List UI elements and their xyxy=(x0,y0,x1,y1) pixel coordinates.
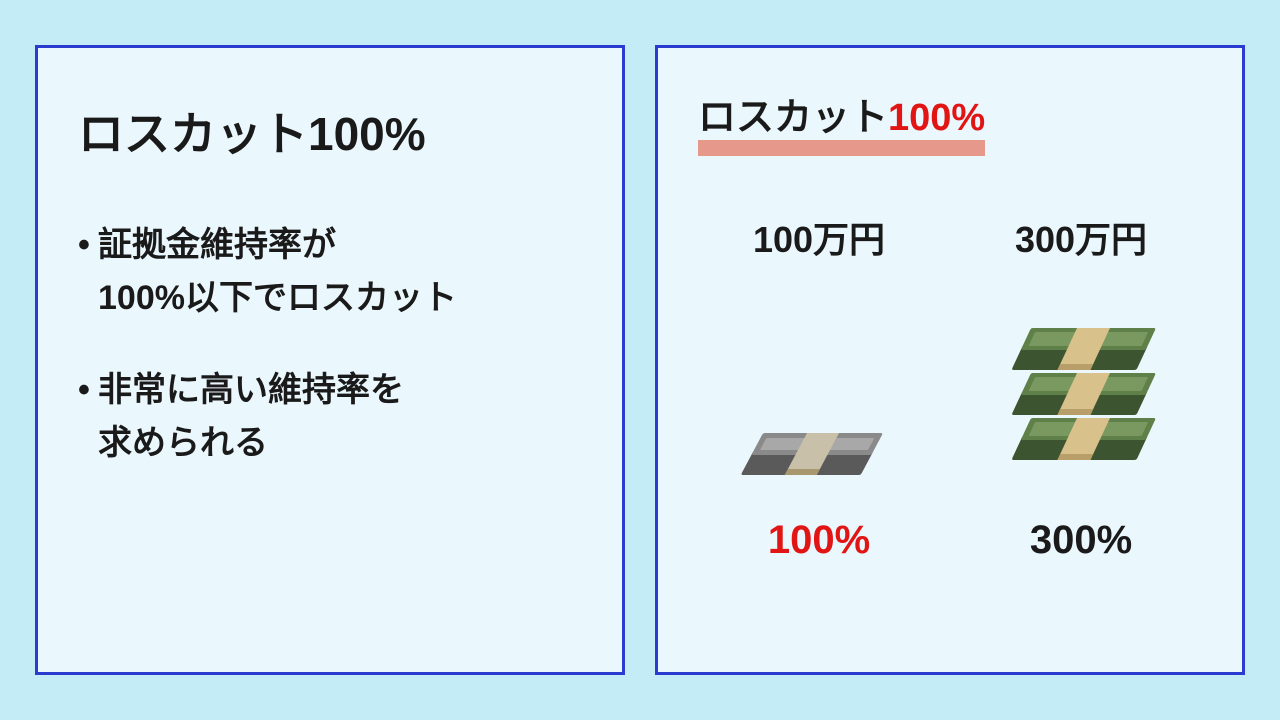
bullet-item: 証拠金維持率が 100%以下でロスカット xyxy=(78,219,582,324)
right-panel: ロスカット100% 100万円 $ 100% xyxy=(655,45,1245,675)
percent-label: 100% xyxy=(768,518,870,563)
money-icon: $ xyxy=(986,303,1176,493)
money-stack-gray: $ xyxy=(734,293,904,493)
bullet-list: 証拠金維持率が 100%以下でロスカット 非常に高い維持率を 求められる xyxy=(78,219,582,470)
columns: 100万円 $ 100% 300万円 xyxy=(698,211,1202,563)
col-100: 100万円 $ 100% xyxy=(698,211,940,563)
col-300: 300万円 xyxy=(960,211,1202,563)
percent-label: 300% xyxy=(1030,518,1132,563)
right-heading: ロスカット100% xyxy=(698,98,985,156)
heading-prefix: ロスカット xyxy=(698,97,888,139)
heading-percent: 100% xyxy=(888,97,985,139)
amount-label: 300万円 xyxy=(1015,211,1147,263)
bullet-item: 非常に高い維持率を 求められる xyxy=(78,364,582,469)
left-title: ロスカット100% xyxy=(78,98,582,164)
money-icon: $ xyxy=(734,403,904,493)
amount-label: 100万円 xyxy=(753,211,885,263)
left-panel: ロスカット100% 証拠金維持率が 100%以下でロスカット 非常に高い維持率を… xyxy=(35,45,625,675)
money-stack-green: $ xyxy=(986,293,1176,493)
